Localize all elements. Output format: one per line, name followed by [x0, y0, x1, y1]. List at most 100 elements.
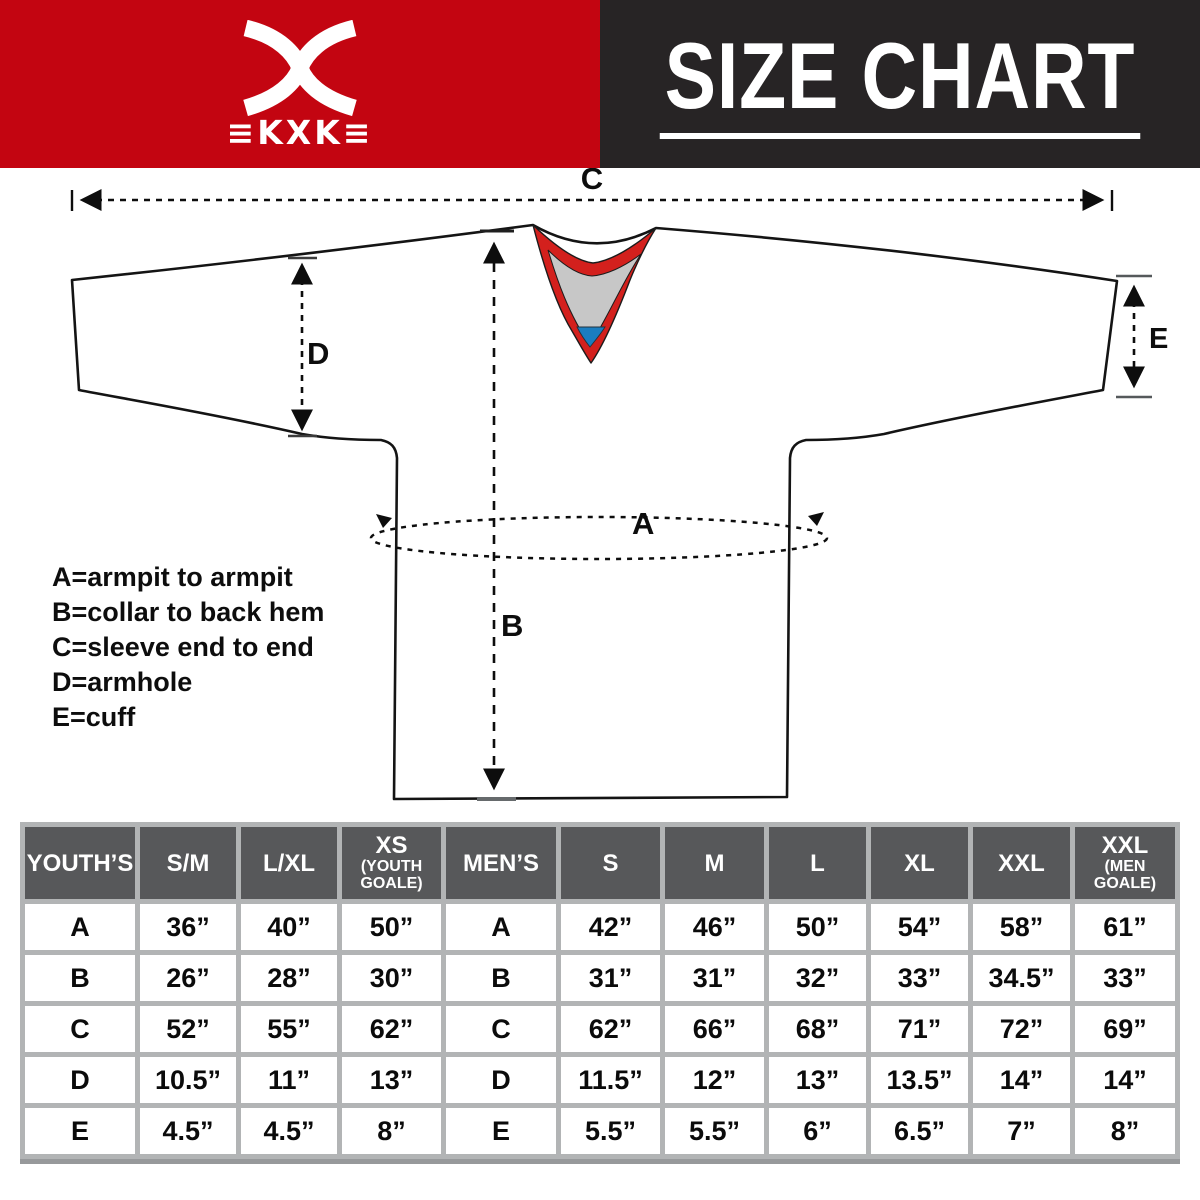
col-header-xs-sub: (YOUTH GOALE) [360, 858, 423, 892]
cell-a-men-xxl2: 61” [1075, 904, 1175, 950]
collar-insert [576, 326, 606, 348]
cell-e-men-s: 5.5” [561, 1108, 660, 1154]
cell-c-youth-sm: 52” [140, 1006, 236, 1052]
table-row-b: B 26” 28” 30” B 31” 31” 32” 33” 34.5” 33… [25, 955, 1175, 1001]
jersey-outline [70, 223, 1119, 801]
row-label-a-men: A [446, 904, 556, 950]
cell-c-men-xxl2: 69” [1075, 1006, 1175, 1052]
cell-b-men-m: 31” [665, 955, 764, 1001]
cell-a-men-xxl: 58” [973, 904, 1070, 950]
cell-d-men-m: 12” [665, 1057, 764, 1103]
legend-line-e: E=cuff [52, 702, 136, 732]
cell-d-men-s: 11.5” [561, 1057, 660, 1103]
cell-e-youth-lxl: 4.5” [241, 1108, 337, 1154]
col-header-xxl: XXL [973, 827, 1070, 899]
col-header-xl: XL [871, 827, 968, 899]
a-girth-ellipse [369, 515, 829, 561]
col-header-sm: S/M [140, 827, 236, 899]
label-b: B [501, 608, 523, 643]
legend-line-c: C=sleeve end to end [52, 632, 314, 662]
row-label-d-men: D [446, 1057, 556, 1103]
row-label-d-youth: D [25, 1057, 135, 1103]
label-c: C [581, 168, 603, 196]
cell-a-men-l: 50” [769, 904, 866, 950]
cell-e-men-l: 6” [769, 1108, 866, 1154]
row-label-a-youth: A [25, 904, 135, 950]
cell-d-men-xxl: 14” [973, 1057, 1070, 1103]
jersey-diagram-svg: C D B E A [70, 168, 1168, 801]
row-label-c-youth: C [25, 1006, 135, 1052]
cell-b-youth-sm: 26” [140, 955, 236, 1001]
cell-e-youth-sm: 4.5” [140, 1108, 236, 1154]
legend-line-a: A=armpit to armpit [52, 562, 293, 592]
brand-wordmark: ≡KXK≡ [226, 113, 374, 152]
table-row-e: E 4.5” 4.5” 8” E 5.5” 5.5” 6” 6.5” 7” 8” [25, 1108, 1175, 1154]
row-label-e-youth: E [25, 1108, 135, 1154]
cell-c-men-m: 66” [665, 1006, 764, 1052]
row-label-e-men: E [446, 1108, 556, 1154]
cell-d-men-xxl2: 14” [1075, 1057, 1175, 1103]
cell-c-youth-lxl: 55” [241, 1006, 337, 1052]
legend-line-b: B=collar to back hem [52, 597, 325, 627]
title-panel: SIZE CHART [600, 0, 1200, 168]
cell-e-men-xl: 6.5” [871, 1108, 968, 1154]
kxk-logo-icon [243, 20, 357, 116]
cell-c-men-l: 68” [769, 1006, 866, 1052]
col-header-mens: MEN’S [446, 827, 556, 899]
brand-panel: ≡KXK≡ [0, 0, 600, 168]
collar-inner [547, 249, 642, 346]
label-d: D [307, 336, 329, 371]
col-header-xxl2-main: XXL [1101, 832, 1149, 859]
cell-d-youth-sm: 10.5” [140, 1057, 236, 1103]
legend-line-d: D=armhole [52, 667, 193, 697]
cell-a-youth-xs: 50” [342, 904, 441, 950]
a-ellipse-right-arrowhead [808, 512, 824, 526]
page-title: SIZE CHART [659, 29, 1141, 139]
cell-a-men-m: 46” [665, 904, 764, 950]
col-header-l: L [769, 827, 866, 899]
cell-d-men-l: 13” [769, 1057, 866, 1103]
table-row-a: A 36” 40” 50” A 42” 46” 50” 54” 58” 61” [25, 904, 1175, 950]
label-e: E [1149, 323, 1168, 355]
table-header-row: YOUTH’S S/M L/XL XS (YOUTH GOALE) MEN’S … [25, 827, 1175, 899]
cell-c-youth-xs: 62” [342, 1006, 441, 1052]
cell-e-men-xxl2: 8” [1075, 1108, 1175, 1154]
cell-c-men-xxl: 72” [973, 1006, 1070, 1052]
cell-d-men-xl: 13.5” [871, 1057, 968, 1103]
cell-e-men-m: 5.5” [665, 1108, 764, 1154]
cell-b-men-l: 32” [769, 955, 866, 1001]
col-header-xxl2-sub: (MEN GOALE) [1093, 858, 1157, 892]
cell-c-men-xl: 71” [871, 1006, 968, 1052]
cell-b-men-xl: 33” [871, 955, 968, 1001]
cell-d-youth-xs: 13” [342, 1057, 441, 1103]
col-header-xs-youth-goale: XS (YOUTH GOALE) [342, 827, 441, 899]
cell-b-youth-lxl: 28” [241, 955, 337, 1001]
col-header-s: S [561, 827, 660, 899]
cell-c-men-s: 62” [561, 1006, 660, 1052]
cell-e-men-xxl: 7” [973, 1108, 1070, 1154]
table-row-c: C 52” 55” 62” C 62” 66” 68” 71” 72” 69” [25, 1006, 1175, 1052]
row-label-b-youth: B [25, 955, 135, 1001]
a-ellipse-left-arrowhead [376, 514, 392, 528]
cell-a-youth-lxl: 40” [241, 904, 337, 950]
measurement-legend: A=armpit to armpit B=collar to back hem … [52, 560, 324, 735]
size-table-section: YOUTH’S S/M L/XL XS (YOUTH GOALE) MEN’S … [20, 822, 1180, 1164]
table-row-d: D 10.5” 11” 13” D 11.5” 12” 13” 13.5” 14… [25, 1057, 1175, 1103]
col-header-youths: YOUTH’S [25, 827, 135, 899]
cell-a-men-xl: 54” [871, 904, 968, 950]
jersey-measurement-diagram: C D B E A A=armpit to armpit B=c [0, 168, 1200, 824]
col-header-lxl: L/XL [241, 827, 337, 899]
cell-a-men-s: 42” [561, 904, 660, 950]
cell-a-youth-sm: 36” [140, 904, 236, 950]
cell-e-youth-xs: 8” [342, 1108, 441, 1154]
row-label-c-men: C [446, 1006, 556, 1052]
cell-d-youth-lxl: 11” [241, 1057, 337, 1103]
label-a: A [632, 506, 654, 541]
size-table: YOUTH’S S/M L/XL XS (YOUTH GOALE) MEN’S … [20, 822, 1180, 1164]
cell-b-youth-xs: 30” [342, 955, 441, 1001]
row-label-b-men: B [446, 955, 556, 1001]
col-header-xxl-men-goale: XXL (MEN GOALE) [1075, 827, 1175, 899]
cell-b-men-xxl2: 33” [1075, 955, 1175, 1001]
cell-b-men-s: 31” [561, 955, 660, 1001]
